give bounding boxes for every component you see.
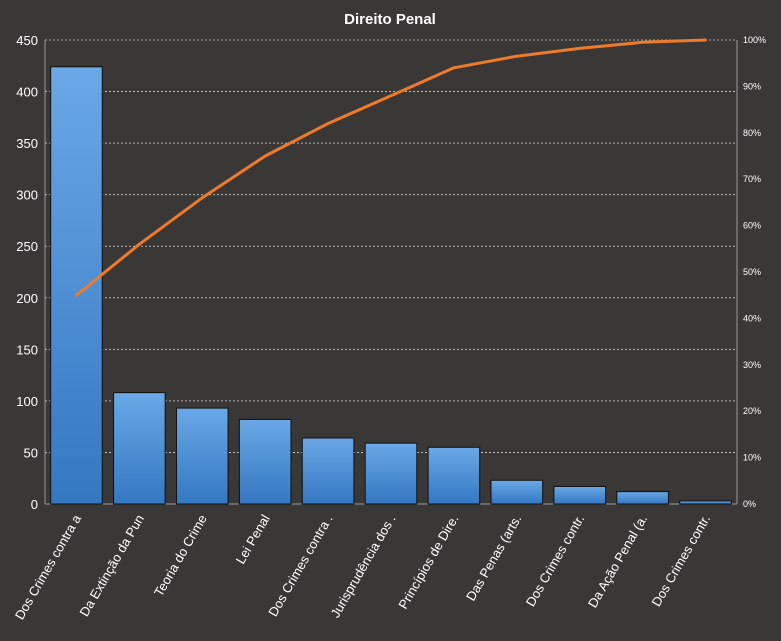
- x-tick-label: Da Ação Penal (a.: [585, 512, 650, 610]
- y-tick-label: 300: [16, 188, 38, 203]
- cumulative-line: [75, 38, 707, 297]
- y-tick-label: 250: [16, 239, 38, 254]
- y2-tick-label: 100%: [743, 35, 766, 45]
- y-tick-label: 100: [16, 394, 38, 409]
- x-tick-label: Dos Crimes contr.: [523, 512, 588, 609]
- bar: [50, 66, 103, 505]
- x-tick-label: Princípios de Dire.: [395, 512, 461, 611]
- y-tick-label: 50: [24, 445, 38, 460]
- bar: [679, 500, 732, 505]
- bar: [364, 442, 418, 505]
- chart-title: Direito Penal: [344, 11, 436, 28]
- y2-tick-label: 20%: [743, 406, 761, 416]
- y2-tick-label: 60%: [743, 221, 761, 231]
- y-tick-label: 400: [16, 85, 38, 100]
- y2-tick-label: 70%: [743, 174, 761, 184]
- y2-tick-label: 30%: [743, 360, 761, 370]
- x-tick-label: Dos Crimes contr.: [648, 512, 713, 609]
- bar: [301, 437, 355, 505]
- x-tick-label: Dos Crimes contra .: [265, 512, 335, 619]
- y2-tick-label: 40%: [743, 313, 761, 323]
- x-tick-label: Teoria do Crime: [151, 512, 210, 599]
- x-tick-label: Dos Crimes contra a: [12, 511, 85, 622]
- y-tick-label: 200: [16, 291, 38, 306]
- y2-tick-label: 90%: [743, 81, 761, 91]
- y-tick-label: 150: [16, 342, 38, 357]
- x-axis: Dos Crimes contra aDa Extinção da Pun Teo…: [12, 511, 713, 622]
- bar: [175, 407, 229, 505]
- bars: [50, 66, 732, 505]
- bar: [616, 491, 669, 505]
- x-tick-label: Jurisprudência dos .: [327, 512, 398, 620]
- y2-tick-label: 80%: [743, 128, 761, 138]
- y-tick-label: 0: [31, 497, 38, 512]
- bar: [113, 392, 166, 505]
- bar: [490, 479, 544, 505]
- x-tick-label: Das Penas (arts.: [463, 512, 524, 603]
- x-tick-label: Lei Penal: [233, 512, 273, 567]
- cumulative-line-path: [75, 38, 707, 297]
- y-axis-left: 0 50 100 150 200 250 300 350 400 450: [16, 33, 38, 512]
- bar: [427, 446, 481, 505]
- y-tick-label: 450: [16, 33, 38, 48]
- y-axis-right: 0% 10% 20% 30% 40% 50% 60% 70% 80% 90% 100%: [743, 35, 766, 509]
- x-tick-label: Da Extinção da Pun: [77, 512, 147, 619]
- y-tick-label: 350: [16, 136, 38, 151]
- y2-tick-label: 10%: [743, 453, 761, 463]
- y2-tick-label: 50%: [743, 267, 761, 277]
- bar: [553, 485, 607, 505]
- y2-tick-label: 0%: [743, 499, 756, 509]
- bar: [238, 418, 292, 505]
